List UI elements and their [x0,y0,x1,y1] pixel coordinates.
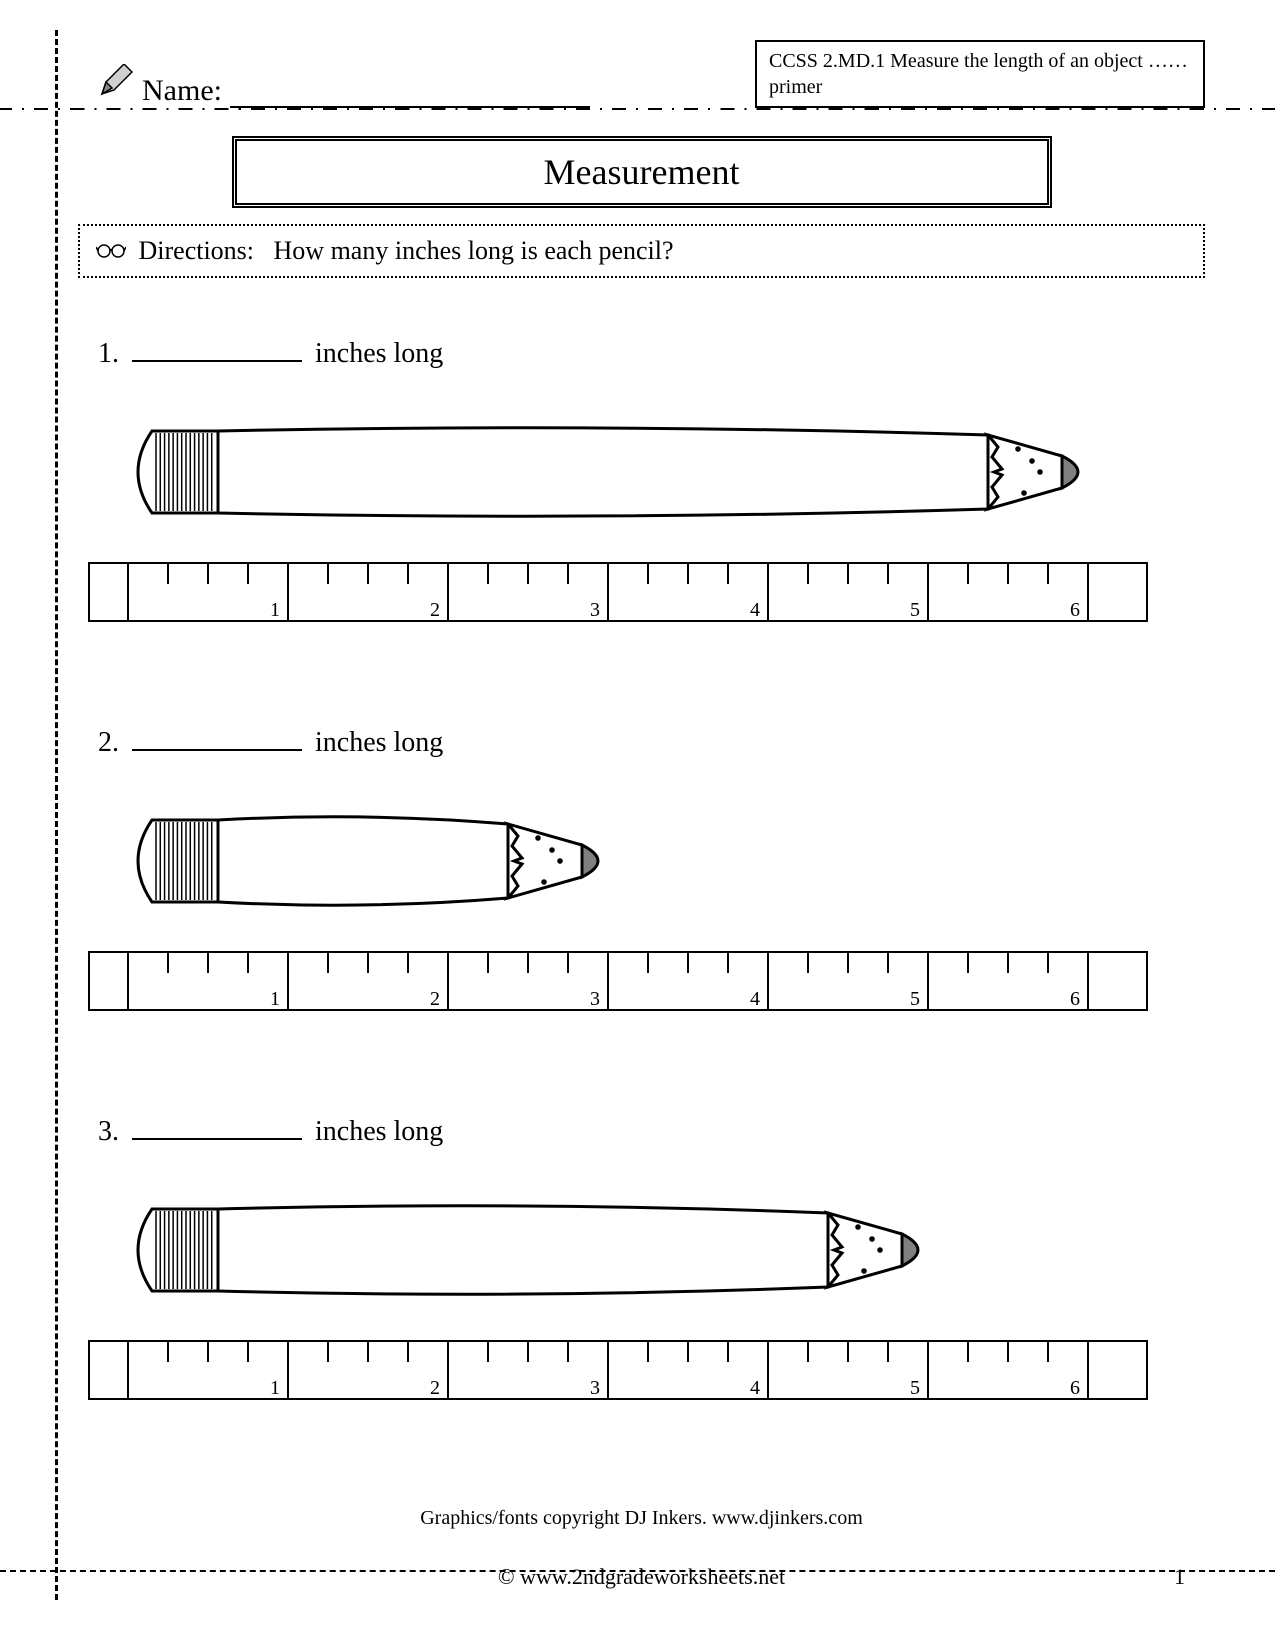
problems-container: 1. inches long 1 2 3 4 5 6 2. [88,338,1205,1405]
ruler: 1 2 3 4 5 6 [88,1340,1148,1400]
svg-text:4: 4 [750,988,760,1010]
svg-text:1: 1 [270,988,280,1010]
svg-text:4: 4 [750,1377,760,1399]
answer-suffix: inches long [315,338,443,369]
name-block: Name: [78,64,590,108]
header-row: Name: CCSS 2.MD.1 Measure the length of … [78,40,1205,108]
svg-text:3: 3 [590,988,600,1010]
pencil [88,382,1148,562]
answer-input-line[interactable] [132,1118,302,1140]
ruler: 1 2 3 4 5 6 [88,951,1148,1011]
pencil [88,1160,1148,1340]
problem-prompt: 2. inches long [98,727,1205,759]
svg-text:5: 5 [910,1377,920,1399]
problem-prompt: 3. inches long [98,1116,1205,1148]
footer-site: © www.2ndgradeworksheets.net [58,1564,1225,1590]
directions-text: How many inches long is each pencil? [274,236,674,265]
problem-number: 3. [98,1116,119,1147]
svg-text:6: 6 [1070,599,1080,621]
svg-text:2: 2 [430,988,440,1010]
worksheet-title: Measurement [232,136,1052,208]
name-input-line[interactable] [230,82,590,108]
glasses-icon [96,236,133,265]
problem-number: 1. [98,338,119,369]
directions-label: Directions: [139,236,255,265]
name-label: Name: [142,74,222,108]
problem: 2. inches long 1 2 3 4 5 6 [88,727,1205,1016]
problem-prompt: 1. inches long [98,338,1205,370]
svg-text:3: 3 [590,599,600,621]
worksheet-page: Name: CCSS 2.MD.1 Measure the length of … [55,30,1225,1600]
svg-text:5: 5 [910,599,920,621]
svg-text:1: 1 [270,599,280,621]
page-number: 1 [1174,1564,1185,1590]
problem-number: 2. [98,727,119,758]
svg-text:2: 2 [430,599,440,621]
problem: 3. inches long 1 2 3 4 5 6 [88,1116,1205,1405]
directions-box: Directions: How many inches long is each… [78,224,1205,278]
svg-text:1: 1 [270,1377,280,1399]
footer-credits: Graphics/fonts copyright DJ Inkers. www.… [58,1507,1225,1530]
standards-box: CCSS 2.MD.1 Measure the length of an obj… [755,40,1205,108]
problem: 1. inches long 1 2 3 4 5 6 [88,338,1205,627]
answer-suffix: inches long [315,727,443,758]
svg-text:6: 6 [1070,988,1080,1010]
svg-text:3: 3 [590,1377,600,1399]
svg-text:6: 6 [1070,1377,1080,1399]
svg-text:4: 4 [750,599,760,621]
answer-input-line[interactable] [132,340,302,362]
answer-suffix: inches long [315,1116,443,1147]
pencil-icon [98,64,134,108]
pencil [88,771,1148,951]
answer-input-line[interactable] [132,729,302,751]
svg-text:2: 2 [430,1377,440,1399]
svg-text:5: 5 [910,988,920,1010]
ruler: 1 2 3 4 5 6 [88,562,1148,622]
